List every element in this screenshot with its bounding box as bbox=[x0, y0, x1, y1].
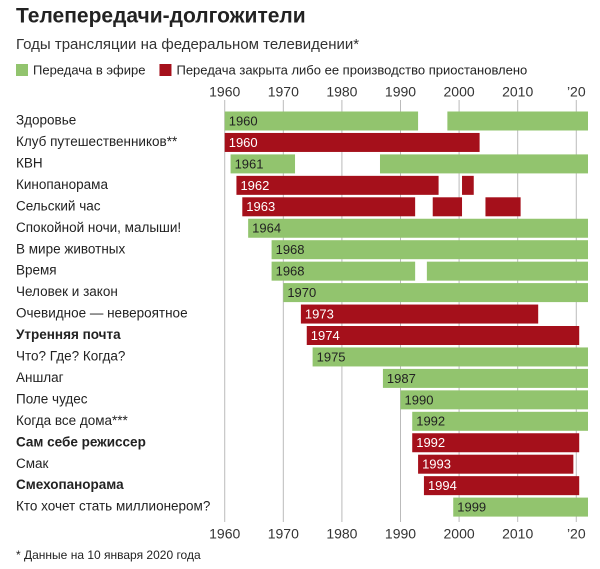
row-label: Утренняя почта bbox=[16, 327, 121, 342]
bar-segment bbox=[248, 218, 588, 238]
row-label: Спокойной ночи, малыши! bbox=[16, 220, 181, 235]
start-label: 1992 bbox=[416, 414, 445, 429]
start-label: 1970 bbox=[287, 285, 316, 300]
bar-segment bbox=[418, 454, 574, 474]
bar-segment bbox=[224, 111, 419, 131]
row-label: Здоровье bbox=[16, 113, 76, 128]
bar-segment bbox=[462, 175, 474, 195]
bar-segment bbox=[300, 304, 539, 324]
x-tick-label: ’20 bbox=[567, 84, 586, 100]
bar-segment bbox=[382, 368, 588, 388]
bar-segment bbox=[447, 111, 588, 131]
x-tick-label: 2000 bbox=[444, 84, 475, 100]
row-label: Что? Где? Когда? bbox=[16, 349, 125, 364]
start-label: 1968 bbox=[276, 242, 305, 257]
bar-segment bbox=[412, 411, 588, 431]
x-tick-label: 1990 bbox=[385, 526, 416, 542]
bar-segment bbox=[453, 497, 588, 517]
bar-segment bbox=[271, 240, 588, 260]
row-label: Аншлаг bbox=[16, 370, 64, 385]
x-tick-label: 1970 bbox=[268, 526, 299, 542]
legend-swatch bbox=[16, 64, 28, 76]
start-label: 1993 bbox=[422, 457, 451, 472]
x-tick-label: ’20 bbox=[567, 526, 586, 542]
x-tick-label: 2000 bbox=[444, 526, 475, 542]
row-label: Смехопанорама bbox=[16, 477, 124, 492]
start-label: 1987 bbox=[387, 371, 416, 386]
start-label: 1960 bbox=[229, 135, 258, 150]
row-label: Поле чудес bbox=[16, 391, 88, 406]
x-tick-label: 2010 bbox=[502, 84, 533, 100]
chart-title: Телепередачи-долгожители bbox=[16, 5, 306, 28]
row-label: Клуб путешественников** bbox=[16, 134, 178, 149]
start-label: 1975 bbox=[317, 349, 346, 364]
chart-subtitle: Годы трансляции на федеральном телевиден… bbox=[16, 36, 359, 53]
start-label: 1990 bbox=[405, 392, 434, 407]
row-label: Сам себе режиссер bbox=[16, 434, 146, 449]
legend-swatch bbox=[159, 64, 172, 76]
start-label: 1999 bbox=[457, 500, 486, 515]
start-label: 1960 bbox=[229, 113, 258, 128]
row-label: Сельский час bbox=[16, 198, 101, 213]
legend-label: Передача закрыта либо ее производство пр… bbox=[176, 62, 527, 77]
x-tick-label: 1980 bbox=[326, 526, 357, 542]
row-label: Человек и закон bbox=[16, 284, 118, 299]
bar-segment bbox=[306, 326, 580, 345]
bar-segment bbox=[230, 154, 296, 174]
legend-label: Передача в эфире bbox=[33, 62, 145, 77]
x-tick-label: 1980 bbox=[326, 84, 357, 100]
bar-segment bbox=[485, 197, 521, 217]
footnote: * Данные на 10 января 2020 года bbox=[16, 548, 201, 562]
x-tick-label: 1970 bbox=[268, 84, 299, 100]
start-label: 1963 bbox=[246, 199, 275, 214]
bar-segment bbox=[224, 132, 480, 152]
start-label: 1973 bbox=[305, 306, 334, 321]
start-label: 1992 bbox=[416, 435, 445, 450]
row-label: КВН bbox=[16, 155, 43, 170]
x-tick-label: 2010 bbox=[502, 526, 533, 542]
start-label: 1968 bbox=[276, 264, 305, 279]
row-label: Смак bbox=[16, 456, 49, 471]
row-label: Очевидное — невероятное bbox=[16, 306, 188, 321]
bar-segment bbox=[312, 347, 588, 367]
x-tick-label: 1960 bbox=[209, 84, 240, 100]
row-label: В мире животных bbox=[16, 241, 125, 256]
start-label: 1974 bbox=[311, 328, 340, 343]
bar-segment bbox=[400, 390, 588, 410]
bar-segment bbox=[432, 197, 463, 217]
start-label: 1962 bbox=[240, 178, 269, 193]
start-label: 1964 bbox=[252, 221, 281, 236]
bar-segment bbox=[236, 175, 439, 195]
bar-segment bbox=[271, 261, 416, 281]
x-tick-label: 1960 bbox=[209, 526, 240, 542]
bar-segment bbox=[379, 154, 588, 174]
start-label: 1961 bbox=[235, 156, 264, 171]
bar-segment bbox=[426, 261, 588, 281]
row-label: Кинопанорама bbox=[16, 177, 108, 192]
bar-segment bbox=[283, 283, 588, 303]
row-label: Время bbox=[16, 263, 57, 278]
row-label: Кто хочет стать миллионером? bbox=[16, 499, 210, 514]
x-tick-label: 1990 bbox=[385, 84, 416, 100]
bar-segment bbox=[242, 197, 416, 217]
bar-segment bbox=[412, 433, 580, 453]
start-label: 1994 bbox=[428, 478, 457, 493]
bar-segment bbox=[423, 476, 580, 496]
row-label: Когда все дома*** bbox=[16, 413, 129, 428]
